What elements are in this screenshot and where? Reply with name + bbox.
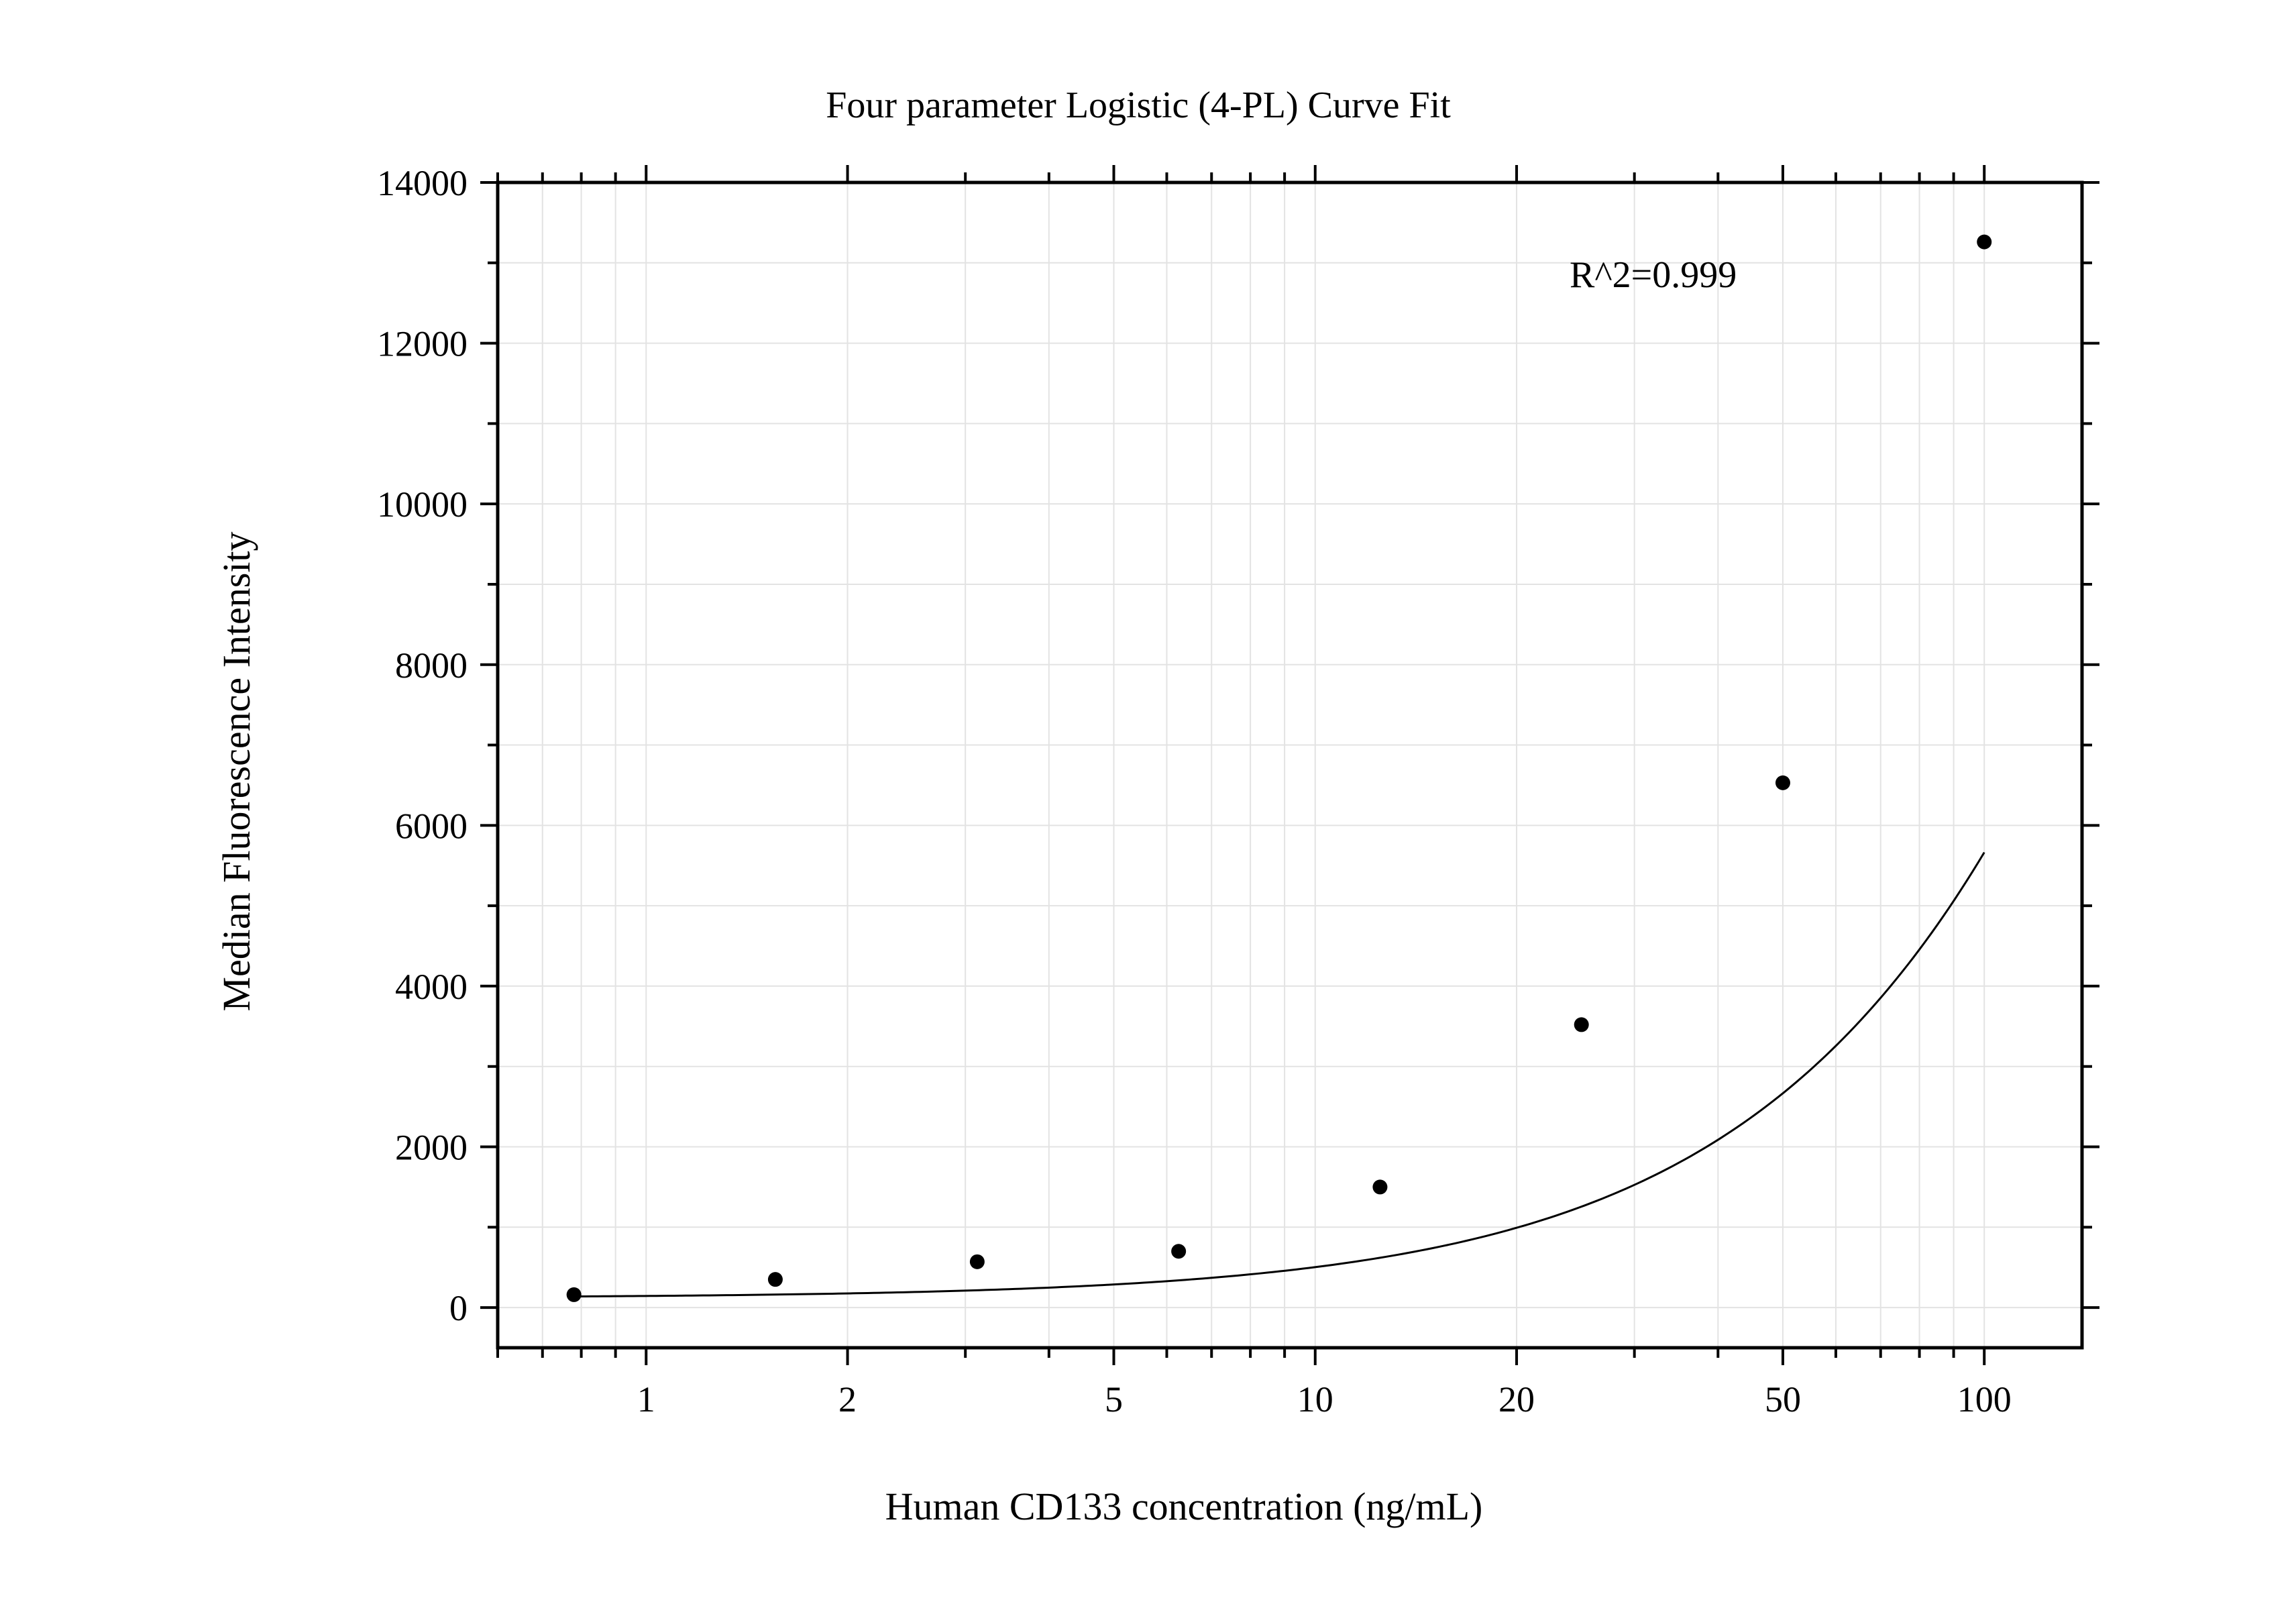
y-tick-label: 8000 — [395, 645, 468, 686]
x-axis-label: Human CD133 concentration (ng/mL) — [885, 1485, 1483, 1528]
data-point — [1775, 775, 1790, 790]
y-axis-label: Median Fluorescence Intensity — [215, 531, 258, 1011]
y-tick-label: 6000 — [395, 806, 468, 846]
y-tick-label: 2000 — [395, 1128, 468, 1168]
y-tick-label: 4000 — [395, 967, 468, 1007]
data-points — [566, 234, 1992, 1302]
fit-curve — [573, 851, 1985, 1298]
y-tick-label: 10000 — [377, 484, 468, 525]
x-tick-label: 1 — [637, 1379, 655, 1420]
chart-title: Four parameter Logistic (4-PL) Curve Fit — [826, 85, 1451, 126]
x-tick-label: 100 — [1957, 1379, 2012, 1420]
data-point — [767, 1272, 783, 1287]
x-tick-label: 10 — [1297, 1379, 1333, 1420]
x-tick-label: 50 — [1765, 1379, 1801, 1420]
x-tick-label: 5 — [1105, 1379, 1123, 1420]
x-tick-label: 20 — [1498, 1379, 1535, 1420]
axes: 1 2 5 10 20 50 100 0 2000 4000 6000 8000 10000 12000 1… — [377, 163, 2099, 1420]
y-tick-label: 12000 — [377, 324, 468, 364]
data-point — [969, 1254, 985, 1269]
plot-frame — [496, 180, 2084, 1350]
y-tick-label: 0 — [449, 1288, 468, 1328]
data-point — [1977, 234, 1992, 250]
y-tick-label: 14000 — [377, 163, 468, 203]
data-point — [1171, 1244, 1187, 1259]
fit-curve-layer — [573, 851, 1985, 1298]
x-tick-label: 2 — [838, 1379, 857, 1420]
r-squared-annotation: R^2=0.999 — [1570, 254, 1737, 296]
data-point — [1372, 1179, 1388, 1195]
data-point — [1574, 1017, 1589, 1032]
data-point — [566, 1287, 582, 1302]
